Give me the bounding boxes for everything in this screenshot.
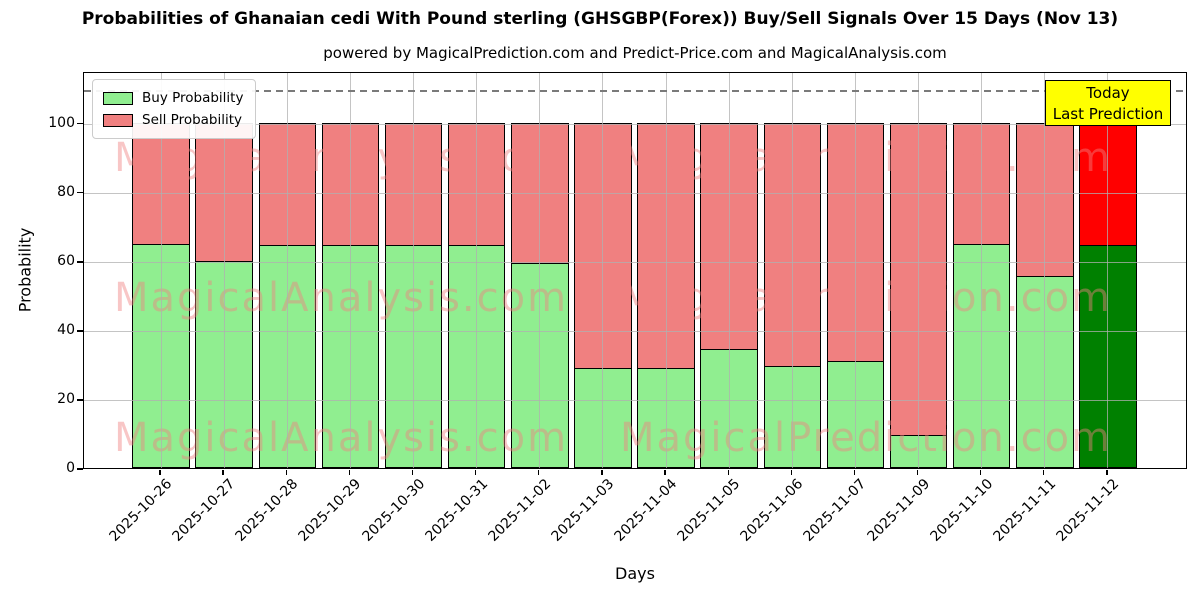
gridline-horizontal <box>84 331 1186 333</box>
legend-item-sell: Sell Probability <box>103 109 243 131</box>
gridline-vertical <box>728 73 730 468</box>
watermark-text: MagicalAnalysis.com <box>113 275 569 321</box>
gridline-vertical <box>854 73 856 468</box>
sell-color-swatch <box>103 113 133 127</box>
legend: Buy Probability Sell Probability <box>92 79 257 139</box>
x-tick-label: 2025-10-29 <box>295 476 365 545</box>
gridline-horizontal <box>84 400 1186 402</box>
watermark-text: MagicalPrediction.com <box>620 135 1112 181</box>
x-tick-label: 2025-11-10 <box>927 476 997 545</box>
x-tick-label: 2025-11-07 <box>800 476 870 545</box>
plot-area: MagicalAnalysis.com MagicalPrediction.com… <box>83 72 1187 469</box>
x-tick-label: 2025-11-12 <box>1053 476 1123 545</box>
x-tick-mark <box>790 470 792 475</box>
gridline-vertical <box>539 73 541 468</box>
y-tick-mark <box>77 123 83 125</box>
gridline-vertical <box>1044 73 1046 468</box>
y-tick-label: 40 <box>57 321 75 338</box>
x-tick-label: 2025-10-28 <box>232 476 302 545</box>
watermark-text: MagicalAnalysis.com <box>113 135 569 181</box>
gridline-vertical <box>981 73 983 468</box>
gridline-horizontal <box>84 193 1186 195</box>
x-tick-mark <box>348 470 351 475</box>
legend-item-buy: Buy Probability <box>103 87 243 109</box>
gridline-horizontal <box>84 124 1186 126</box>
x-tick-label: 2025-11-04 <box>611 476 681 545</box>
y-tick-mark <box>77 399 83 401</box>
x-tick-label: 2025-11-06 <box>737 476 807 545</box>
x-tick-mark <box>285 470 287 475</box>
x-tick-label: 2025-10-30 <box>358 476 428 545</box>
y-tick-mark <box>77 261 83 263</box>
chart-subtitle: powered by MagicalPrediction.com and Pre… <box>323 44 947 62</box>
chart-title: Probabilities of Ghanaian cedi With Poun… <box>81 9 1119 29</box>
legend-label-buy: Buy Probability <box>142 90 244 106</box>
watermark-text: MagicalPrediction.com <box>620 275 1112 321</box>
dashed-threshold-line <box>84 90 1186 92</box>
y-tick-mark <box>77 330 83 332</box>
gridline-horizontal <box>84 262 1186 264</box>
x-tick-mark <box>727 470 729 475</box>
watermark-text: MagicalAnalysis.com <box>113 415 569 461</box>
gridline-vertical <box>476 73 478 468</box>
gridline-vertical <box>349 73 351 468</box>
legend-label-sell: Sell Probability <box>142 112 243 128</box>
x-tick-label: 2025-10-27 <box>169 476 239 545</box>
x-tick-mark <box>980 470 982 475</box>
gridline-vertical <box>665 73 667 468</box>
x-tick-mark <box>916 470 919 475</box>
y-tick-label: 20 <box>57 390 75 407</box>
y-tick-label: 100 <box>48 114 75 131</box>
x-tick-mark <box>853 470 856 475</box>
y-tick-label: 0 <box>66 460 75 476</box>
x-tick-mark <box>1043 470 1045 475</box>
gridline-vertical <box>918 73 920 468</box>
gridline-vertical <box>1107 73 1109 468</box>
x-axis-label: Days <box>615 564 655 583</box>
watermark-text: MagicalPrediction.com <box>620 415 1112 461</box>
x-tick-mark <box>159 470 161 475</box>
gridline-vertical <box>160 73 162 468</box>
gridline-vertical <box>223 73 225 468</box>
x-tick-mark <box>475 470 477 475</box>
x-tick-mark <box>664 470 666 475</box>
x-tick-label: 2025-10-31 <box>422 476 491 545</box>
x-tick-mark <box>601 470 603 475</box>
x-tick-mark <box>1106 470 1108 475</box>
y-axis-label: Probability <box>15 227 35 313</box>
x-tick-label: 2025-11-03 <box>548 476 618 545</box>
gridline-vertical <box>413 73 415 468</box>
y-tick-label: 60 <box>57 252 75 269</box>
x-tick-mark <box>538 470 540 475</box>
today-annotation-line2: Last Prediction <box>1052 105 1164 123</box>
gridline-vertical <box>602 73 604 468</box>
y-tick-mark <box>77 468 83 470</box>
x-tick-mark <box>222 470 224 475</box>
y-tick-mark <box>77 192 83 194</box>
x-tick-mark <box>411 470 414 475</box>
x-tick-label: 2025-11-09 <box>864 476 933 545</box>
x-tick-label: 2025-11-02 <box>485 476 555 545</box>
gridline-vertical <box>286 73 288 468</box>
today-annotation-line1: Today <box>1086 84 1130 102</box>
x-tick-label: 2025-11-11 <box>990 476 1060 545</box>
x-tick-label: 2025-11-05 <box>674 476 744 545</box>
buy-color-swatch <box>103 91 133 105</box>
gridline-vertical <box>791 73 793 468</box>
today-annotation: Today Last Prediction <box>1045 80 1171 126</box>
x-tick-label: 2025-10-26 <box>106 476 176 545</box>
y-tick-label: 80 <box>57 183 75 200</box>
